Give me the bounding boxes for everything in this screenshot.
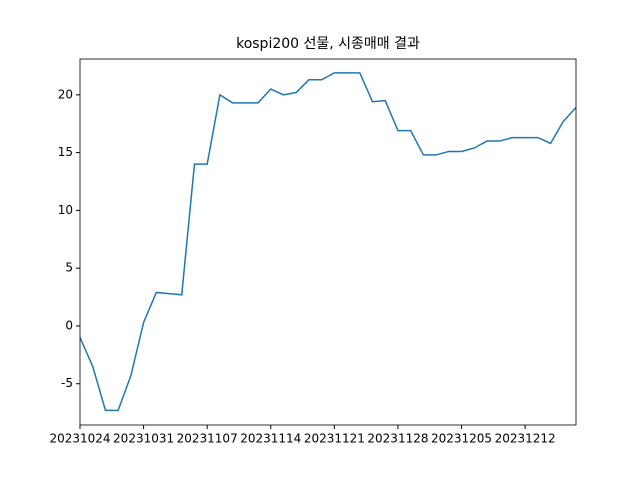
x-tick-label: 20231121 [304,432,365,446]
y-tick-label: -5 [61,376,73,390]
x-tick-label: 20231212 [495,432,556,446]
plot-frame [79,58,577,426]
x-tick-label: 20231114 [240,432,301,446]
x-tick-label: 20231128 [367,432,428,446]
y-tick-label: 0 [65,318,73,332]
y-tick-label: 15 [58,145,73,159]
line [80,72,576,412]
chart-title: kospi200 선물, 시종매매 결과 [236,36,420,52]
x-tick-label: 20231107 [177,432,238,446]
y-tick-label: 5 [65,261,73,275]
y-tick-label: 20 [58,87,73,101]
x-tick-label: 20231031 [113,432,174,446]
y-tick-label: 10 [58,203,73,217]
x-tick-label: 20231024 [49,432,110,446]
x-tick-label: 20231205 [431,432,492,446]
